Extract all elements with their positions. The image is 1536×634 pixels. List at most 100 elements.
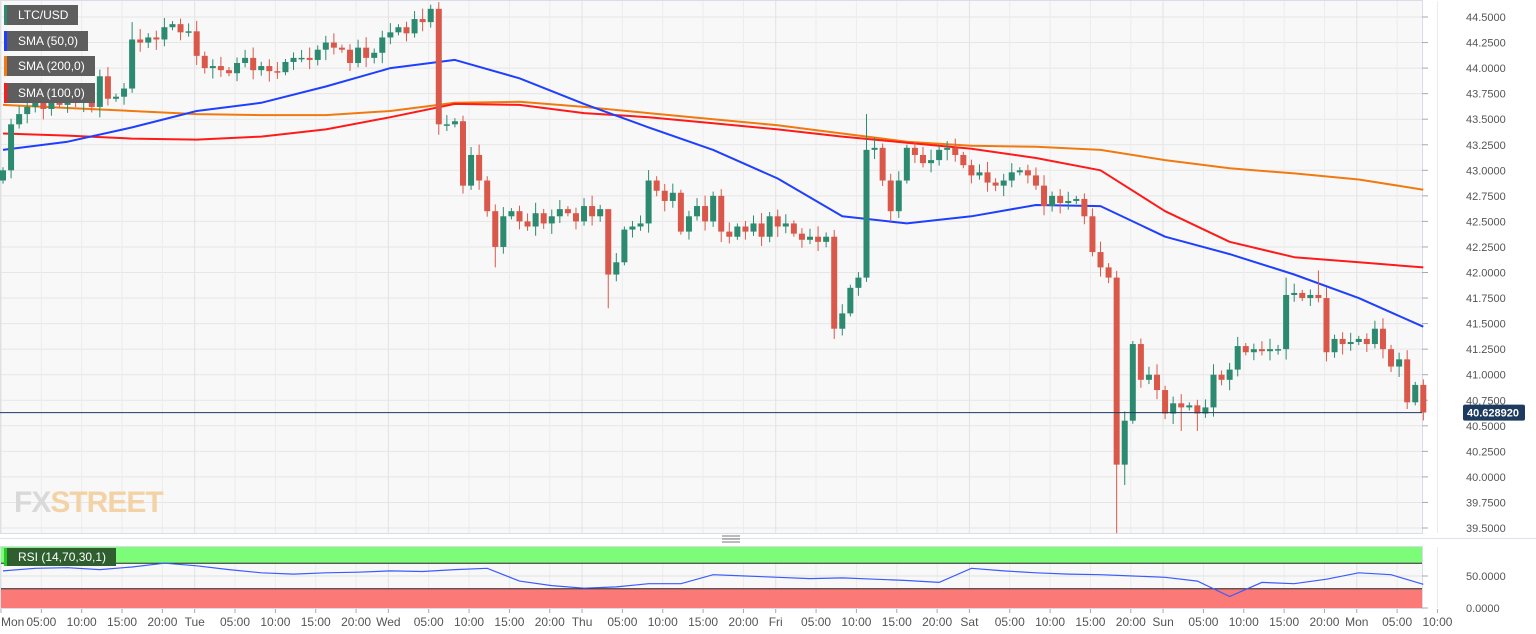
candle-bullish (1355, 338, 1362, 342)
legend-sma100[interactable]: SMA (100,0) (4, 83, 95, 103)
candle-bearish (484, 180, 491, 212)
candle-bearish (589, 206, 596, 217)
candle-bearish (419, 19, 426, 23)
x-tick-label: Thu (572, 615, 593, 629)
candle-bearish (774, 216, 781, 227)
candle-bearish (572, 213, 579, 222)
candle-bearish (347, 49, 354, 63)
x-tick-label: 10:00 (67, 615, 97, 629)
y-tick-label: 42.0000 (1466, 268, 1506, 280)
candle-bearish (758, 223, 765, 237)
candle-bearish (524, 221, 531, 227)
candle-bullish (1073, 198, 1080, 201)
current-price-label: 40.628920 (1467, 408, 1519, 420)
fxstreet-watermark-logo: FXSTREET (14, 486, 164, 519)
x-tick-label: Fri (769, 615, 783, 629)
x-tick-label: 20:00 (341, 615, 371, 629)
candle-bullish (290, 57, 297, 62)
candle-bullish (282, 61, 289, 73)
candle-bullish (532, 213, 539, 227)
candle-bearish (1258, 349, 1265, 352)
candle-bullish (508, 211, 515, 217)
sma200-line (2, 100, 1424, 191)
candle-bearish (1154, 374, 1161, 391)
y-tick-label: 44.0000 (1466, 63, 1506, 75)
candle-bullish (355, 47, 362, 63)
legend-rsi[interactable]: RSI (14,70,30,1) (4, 548, 117, 566)
candle-bullish (16, 114, 23, 125)
candle-bearish (363, 47, 370, 58)
candle-bearish (1178, 403, 1185, 408)
candle-bullish (96, 76, 103, 107)
candle-bullish (112, 96, 119, 99)
candle-bearish (1024, 170, 1031, 176)
candle-bearish (1323, 298, 1330, 353)
candle-bullish (556, 209, 563, 217)
candle-bearish (40, 102, 47, 109)
candle-bearish (1242, 346, 1249, 353)
candle-bullish (1226, 369, 1233, 380)
candle-bullish (944, 147, 951, 150)
candle-bullish (121, 88, 128, 97)
y-tick-label: 42.2500 (1466, 242, 1506, 254)
candle-bearish (1363, 338, 1370, 345)
candle-bearish (653, 180, 660, 191)
candle-bullish (24, 106, 31, 115)
candle-bearish (266, 66, 273, 72)
legend-sma50[interactable]: SMA (50,0) (4, 31, 89, 51)
x-tick-label: 20:00 (535, 615, 565, 629)
candle-bullish (395, 27, 402, 33)
x-tick-label: Sun (1152, 615, 1173, 629)
candle-bearish (492, 211, 499, 247)
y-tick-label: 40.2500 (1466, 446, 1506, 458)
candle-bullish (1049, 195, 1056, 207)
candle-bullish (169, 24, 176, 28)
candle-bearish (201, 55, 208, 69)
y-tick-label: 41.2500 (1466, 344, 1506, 356)
candle-bearish (1105, 267, 1112, 278)
candle-bullish (1331, 338, 1338, 353)
candle-bearish (968, 165, 975, 176)
candle-bearish (702, 206, 709, 222)
candle-bearish (831, 236, 838, 329)
x-tick-label: 15:00 (494, 615, 524, 629)
candle-bullish (548, 216, 555, 224)
candle-bearish (992, 182, 999, 186)
x-tick-label: Sat (960, 615, 979, 629)
candle-bearish (217, 66, 224, 71)
candle-bullish (500, 216, 507, 247)
candle-bullish (895, 180, 902, 212)
candle-bearish (1081, 198, 1088, 217)
candle-bearish (104, 76, 111, 99)
y-tick-label: 39.7500 (1466, 497, 1506, 509)
candle-bullish (782, 223, 789, 227)
candle-bullish (750, 223, 757, 232)
candle-bullish (427, 8, 434, 23)
candle-bearish (1194, 405, 1201, 414)
candle-bullish (976, 172, 983, 176)
candle-bullish (451, 121, 458, 125)
y-tick-label: 41.0000 (1466, 370, 1506, 382)
candle-bullish (209, 66, 216, 69)
candle-bullish (847, 287, 854, 314)
candle-bullish (1250, 349, 1257, 353)
x-tick-label: 10:00 (841, 615, 871, 629)
candle-bullish (1347, 341, 1354, 345)
candle-bearish (435, 8, 442, 125)
candle-bullish (1283, 294, 1290, 350)
legend-sma200[interactable]: SMA (200,0) (4, 56, 95, 76)
legend-symbol[interactable]: LTC/USD (4, 5, 79, 25)
candle-bullish (1121, 420, 1128, 465)
candle-bullish (322, 42, 329, 50)
candle-bullish (1170, 403, 1177, 414)
x-tick-label: 20:00 (147, 615, 177, 629)
x-tick-label: Wed (376, 615, 400, 629)
candle-bearish (790, 223, 797, 234)
candle-bullish (161, 27, 168, 40)
candle-bullish (613, 262, 620, 275)
y-tick-label: 41.7500 (1466, 293, 1506, 305)
current-price-badge (1463, 404, 1525, 421)
panel-resize-handle-icon[interactable] (722, 535, 740, 543)
rsi-y-tick-label: 50.0000 (1466, 571, 1506, 583)
